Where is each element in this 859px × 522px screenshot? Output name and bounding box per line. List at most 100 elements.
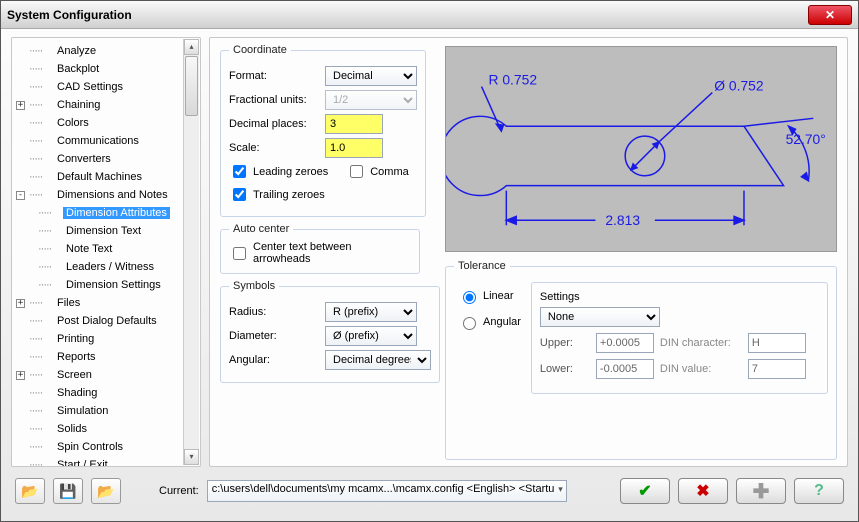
settings-panel: Coordinate Format: Decimal Fractional un…	[209, 37, 848, 467]
cancel-button[interactable]: ✖	[678, 478, 728, 504]
current-label: Current:	[159, 485, 199, 497]
tolerance-mode-select[interactable]: None	[540, 307, 660, 327]
preview-width-text: 2.813	[605, 212, 640, 228]
tree-item[interactable]: Reports	[54, 351, 99, 363]
save-button[interactable]: 💾	[53, 478, 83, 504]
autocenter-group: Auto center Center text between arrowhea…	[220, 223, 420, 274]
tree-expander[interactable]: +	[16, 371, 25, 380]
format-select[interactable]: Decimal	[325, 66, 417, 86]
radius-label: Radius:	[229, 306, 319, 318]
tree-item[interactable]: Dimensions and Notes	[54, 189, 171, 201]
scroll-thumb[interactable]	[185, 56, 198, 116]
diameter-select[interactable]: Ø (prefix)	[325, 326, 417, 346]
linear-radio[interactable]	[463, 291, 476, 304]
scroll-down[interactable]: ▾	[184, 449, 199, 465]
tree-item[interactable]: Default Machines	[54, 171, 145, 183]
titlebar: System Configuration ✕	[1, 1, 858, 29]
angular-lbl: Angular	[483, 316, 521, 328]
tree-item[interactable]: Screen	[54, 369, 95, 381]
close-button[interactable]: ✕	[808, 5, 852, 25]
upper-input	[596, 333, 654, 353]
leading-zeroes-check[interactable]	[233, 165, 246, 178]
tree-expander[interactable]: +	[16, 101, 25, 110]
tree-item[interactable]: Dimension Attributes	[63, 207, 170, 219]
linear-label: Linear	[483, 290, 514, 302]
angular-radio[interactable]	[463, 317, 476, 330]
add-button[interactable]: ✚	[736, 478, 786, 504]
scale-label: Scale:	[229, 142, 319, 154]
angular-select[interactable]: Decimal degrees	[325, 350, 431, 370]
tree-item[interactable]: Start / Exit	[54, 459, 111, 467]
merge-button[interactable]: 📂	[91, 478, 121, 504]
tree-panel: ·····Analyze·····Backplot·····CAD Settin…	[11, 37, 201, 467]
tree-item[interactable]: CAD Settings	[54, 81, 126, 93]
tree-item[interactable]: Converters	[54, 153, 114, 165]
tree-item[interactable]: Chaining	[54, 99, 103, 111]
lower-label: Lower:	[540, 363, 590, 375]
coordinate-group: Coordinate Format: Decimal Fractional un…	[220, 44, 426, 217]
tree-scrollbar[interactable]: ▴ ▾	[183, 39, 199, 465]
preview-angle-text: 52.70°	[786, 131, 826, 147]
tree-item[interactable]: Solids	[54, 423, 90, 435]
tree-item[interactable]: Backplot	[54, 63, 102, 75]
centertext-check[interactable]	[233, 247, 246, 260]
decimal-input[interactable]	[325, 114, 383, 134]
preview-diameter-text: Ø 0.752	[714, 78, 764, 94]
tree-item[interactable]: Dimension Settings	[63, 279, 164, 291]
tree-item[interactable]: Files	[54, 297, 83, 309]
tree-item[interactable]: Leaders / Witness	[63, 261, 157, 273]
decimal-label: Decimal places:	[229, 118, 319, 130]
tree-item[interactable]: Communications	[54, 135, 142, 147]
config-path-combo[interactable]: c:\users\dell\documents\my mcamx...\mcam…	[207, 480, 567, 502]
tree-item[interactable]: Note Text	[63, 243, 115, 255]
diameter-label: Diameter:	[229, 330, 319, 342]
tree-item[interactable]: Shading	[54, 387, 100, 399]
upper-label: Upper:	[540, 337, 590, 349]
open-button[interactable]: 📂	[15, 478, 45, 504]
tree-item[interactable]: Analyze	[54, 45, 99, 57]
tree-item[interactable]: Dimension Text	[63, 225, 144, 237]
comma-label: Comma	[370, 166, 409, 178]
config-window: System Configuration ✕ ·····Analyze·····…	[0, 0, 859, 522]
bottom-bar: 📂 💾 📂 Current: c:\users\dell\documents\m…	[11, 471, 848, 511]
tree-expander[interactable]: -	[16, 191, 25, 200]
fractional-select: 1/2	[325, 90, 417, 110]
tolerance-settings: Settings None Upper: DIN character: Lowe…	[531, 282, 828, 394]
symbols-legend: Symbols	[229, 280, 279, 292]
format-label: Format:	[229, 70, 319, 82]
symbols-group: Symbols Radius: R (prefix) Diameter: Ø (…	[220, 280, 440, 383]
angular-label: Angular:	[229, 354, 319, 366]
dimension-preview: R 0.752 Ø 0.752 52.70° 2.813	[445, 46, 837, 252]
dinchar-input	[748, 333, 806, 353]
tree-item[interactable]: Printing	[54, 333, 97, 345]
fractional-label: Fractional units:	[229, 94, 319, 106]
autocenter-legend: Auto center	[229, 223, 293, 235]
comma-check[interactable]	[350, 165, 363, 178]
coordinate-legend: Coordinate	[229, 44, 291, 56]
trailing-zeroes-label: Trailing zeroes	[253, 189, 325, 201]
tolerance-group: Tolerance Linear Angular Settings None U…	[445, 260, 837, 460]
dinval-label: DIN value:	[660, 363, 742, 375]
tolerance-legend: Tolerance	[454, 260, 510, 272]
preview-radius-text: R 0.752	[488, 72, 537, 88]
radius-select[interactable]: R (prefix)	[325, 302, 417, 322]
help-button[interactable]: ?	[794, 478, 844, 504]
ok-button[interactable]: ✔	[620, 478, 670, 504]
tree-expander[interactable]: +	[16, 299, 25, 308]
trailing-zeroes-check[interactable]	[233, 188, 246, 201]
tree-item[interactable]: Simulation	[54, 405, 111, 417]
dinchar-label: DIN character:	[660, 337, 742, 349]
tree-item[interactable]: Post Dialog Defaults	[54, 315, 160, 327]
settings-legend: Settings	[540, 291, 819, 303]
window-title: System Configuration	[7, 8, 132, 22]
client-area: ·····Analyze·····Backplot·····CAD Settin…	[11, 37, 848, 511]
scroll-up[interactable]: ▴	[184, 39, 199, 55]
centertext-label: Center text between arrowheads	[253, 241, 411, 265]
tree-item[interactable]: Colors	[54, 117, 92, 129]
lower-input	[596, 359, 654, 379]
dinval-input	[748, 359, 806, 379]
scale-input[interactable]	[325, 138, 383, 158]
leading-zeroes-label: Leading zeroes	[253, 166, 328, 178]
nav-tree[interactable]: ·····Analyze·····Backplot·····CAD Settin…	[12, 42, 200, 467]
tree-item[interactable]: Spin Controls	[54, 441, 126, 453]
